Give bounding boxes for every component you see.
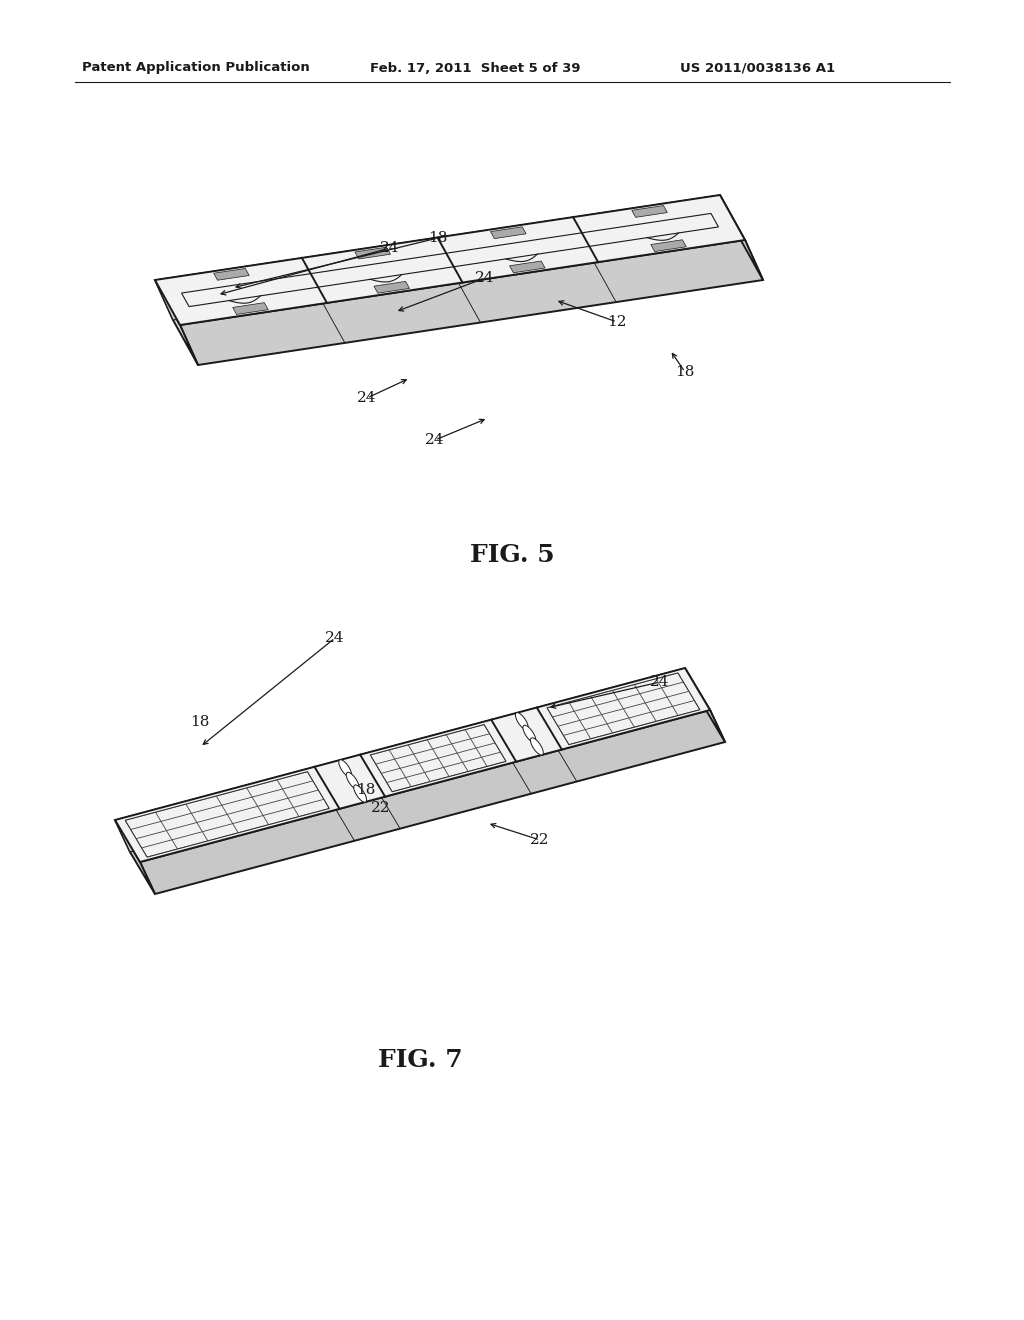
Polygon shape — [523, 725, 536, 742]
Polygon shape — [155, 195, 738, 319]
Polygon shape — [515, 713, 528, 730]
Text: Patent Application Publication: Patent Application Publication — [82, 62, 309, 74]
Text: US 2011/0038136 A1: US 2011/0038136 A1 — [680, 62, 836, 74]
Polygon shape — [339, 760, 351, 777]
Text: 24: 24 — [425, 433, 444, 447]
PathPatch shape — [125, 772, 330, 857]
Text: 24: 24 — [475, 271, 495, 285]
Text: 18: 18 — [428, 231, 447, 246]
Polygon shape — [685, 668, 725, 742]
Text: 18: 18 — [356, 783, 376, 797]
Text: Feb. 17, 2011  Sheet 5 of 39: Feb. 17, 2011 Sheet 5 of 39 — [370, 62, 581, 74]
Polygon shape — [140, 710, 725, 894]
Text: FIG. 5: FIG. 5 — [470, 543, 554, 568]
Polygon shape — [720, 195, 763, 280]
Text: 22: 22 — [530, 833, 550, 847]
Polygon shape — [651, 240, 686, 252]
Polygon shape — [510, 261, 545, 273]
Polygon shape — [155, 280, 198, 366]
Polygon shape — [374, 281, 410, 293]
Polygon shape — [115, 668, 700, 851]
PathPatch shape — [547, 673, 699, 744]
Polygon shape — [346, 772, 359, 789]
Polygon shape — [155, 195, 745, 325]
Text: 24: 24 — [326, 631, 345, 645]
Polygon shape — [180, 240, 763, 366]
PathPatch shape — [371, 725, 506, 792]
Text: 12: 12 — [607, 315, 627, 329]
Polygon shape — [353, 785, 367, 803]
Polygon shape — [232, 302, 268, 314]
Polygon shape — [214, 268, 249, 280]
Text: FIG. 7: FIG. 7 — [378, 1048, 462, 1072]
Polygon shape — [115, 820, 155, 894]
Text: 24: 24 — [357, 391, 377, 405]
Polygon shape — [115, 668, 710, 862]
Text: 18: 18 — [190, 715, 210, 729]
Polygon shape — [632, 206, 668, 218]
Polygon shape — [355, 247, 390, 259]
Polygon shape — [530, 738, 544, 755]
Polygon shape — [490, 227, 526, 239]
Text: 24: 24 — [650, 675, 670, 689]
Text: 18: 18 — [675, 366, 694, 379]
Text: 22: 22 — [372, 801, 391, 814]
Text: 24: 24 — [380, 242, 399, 255]
